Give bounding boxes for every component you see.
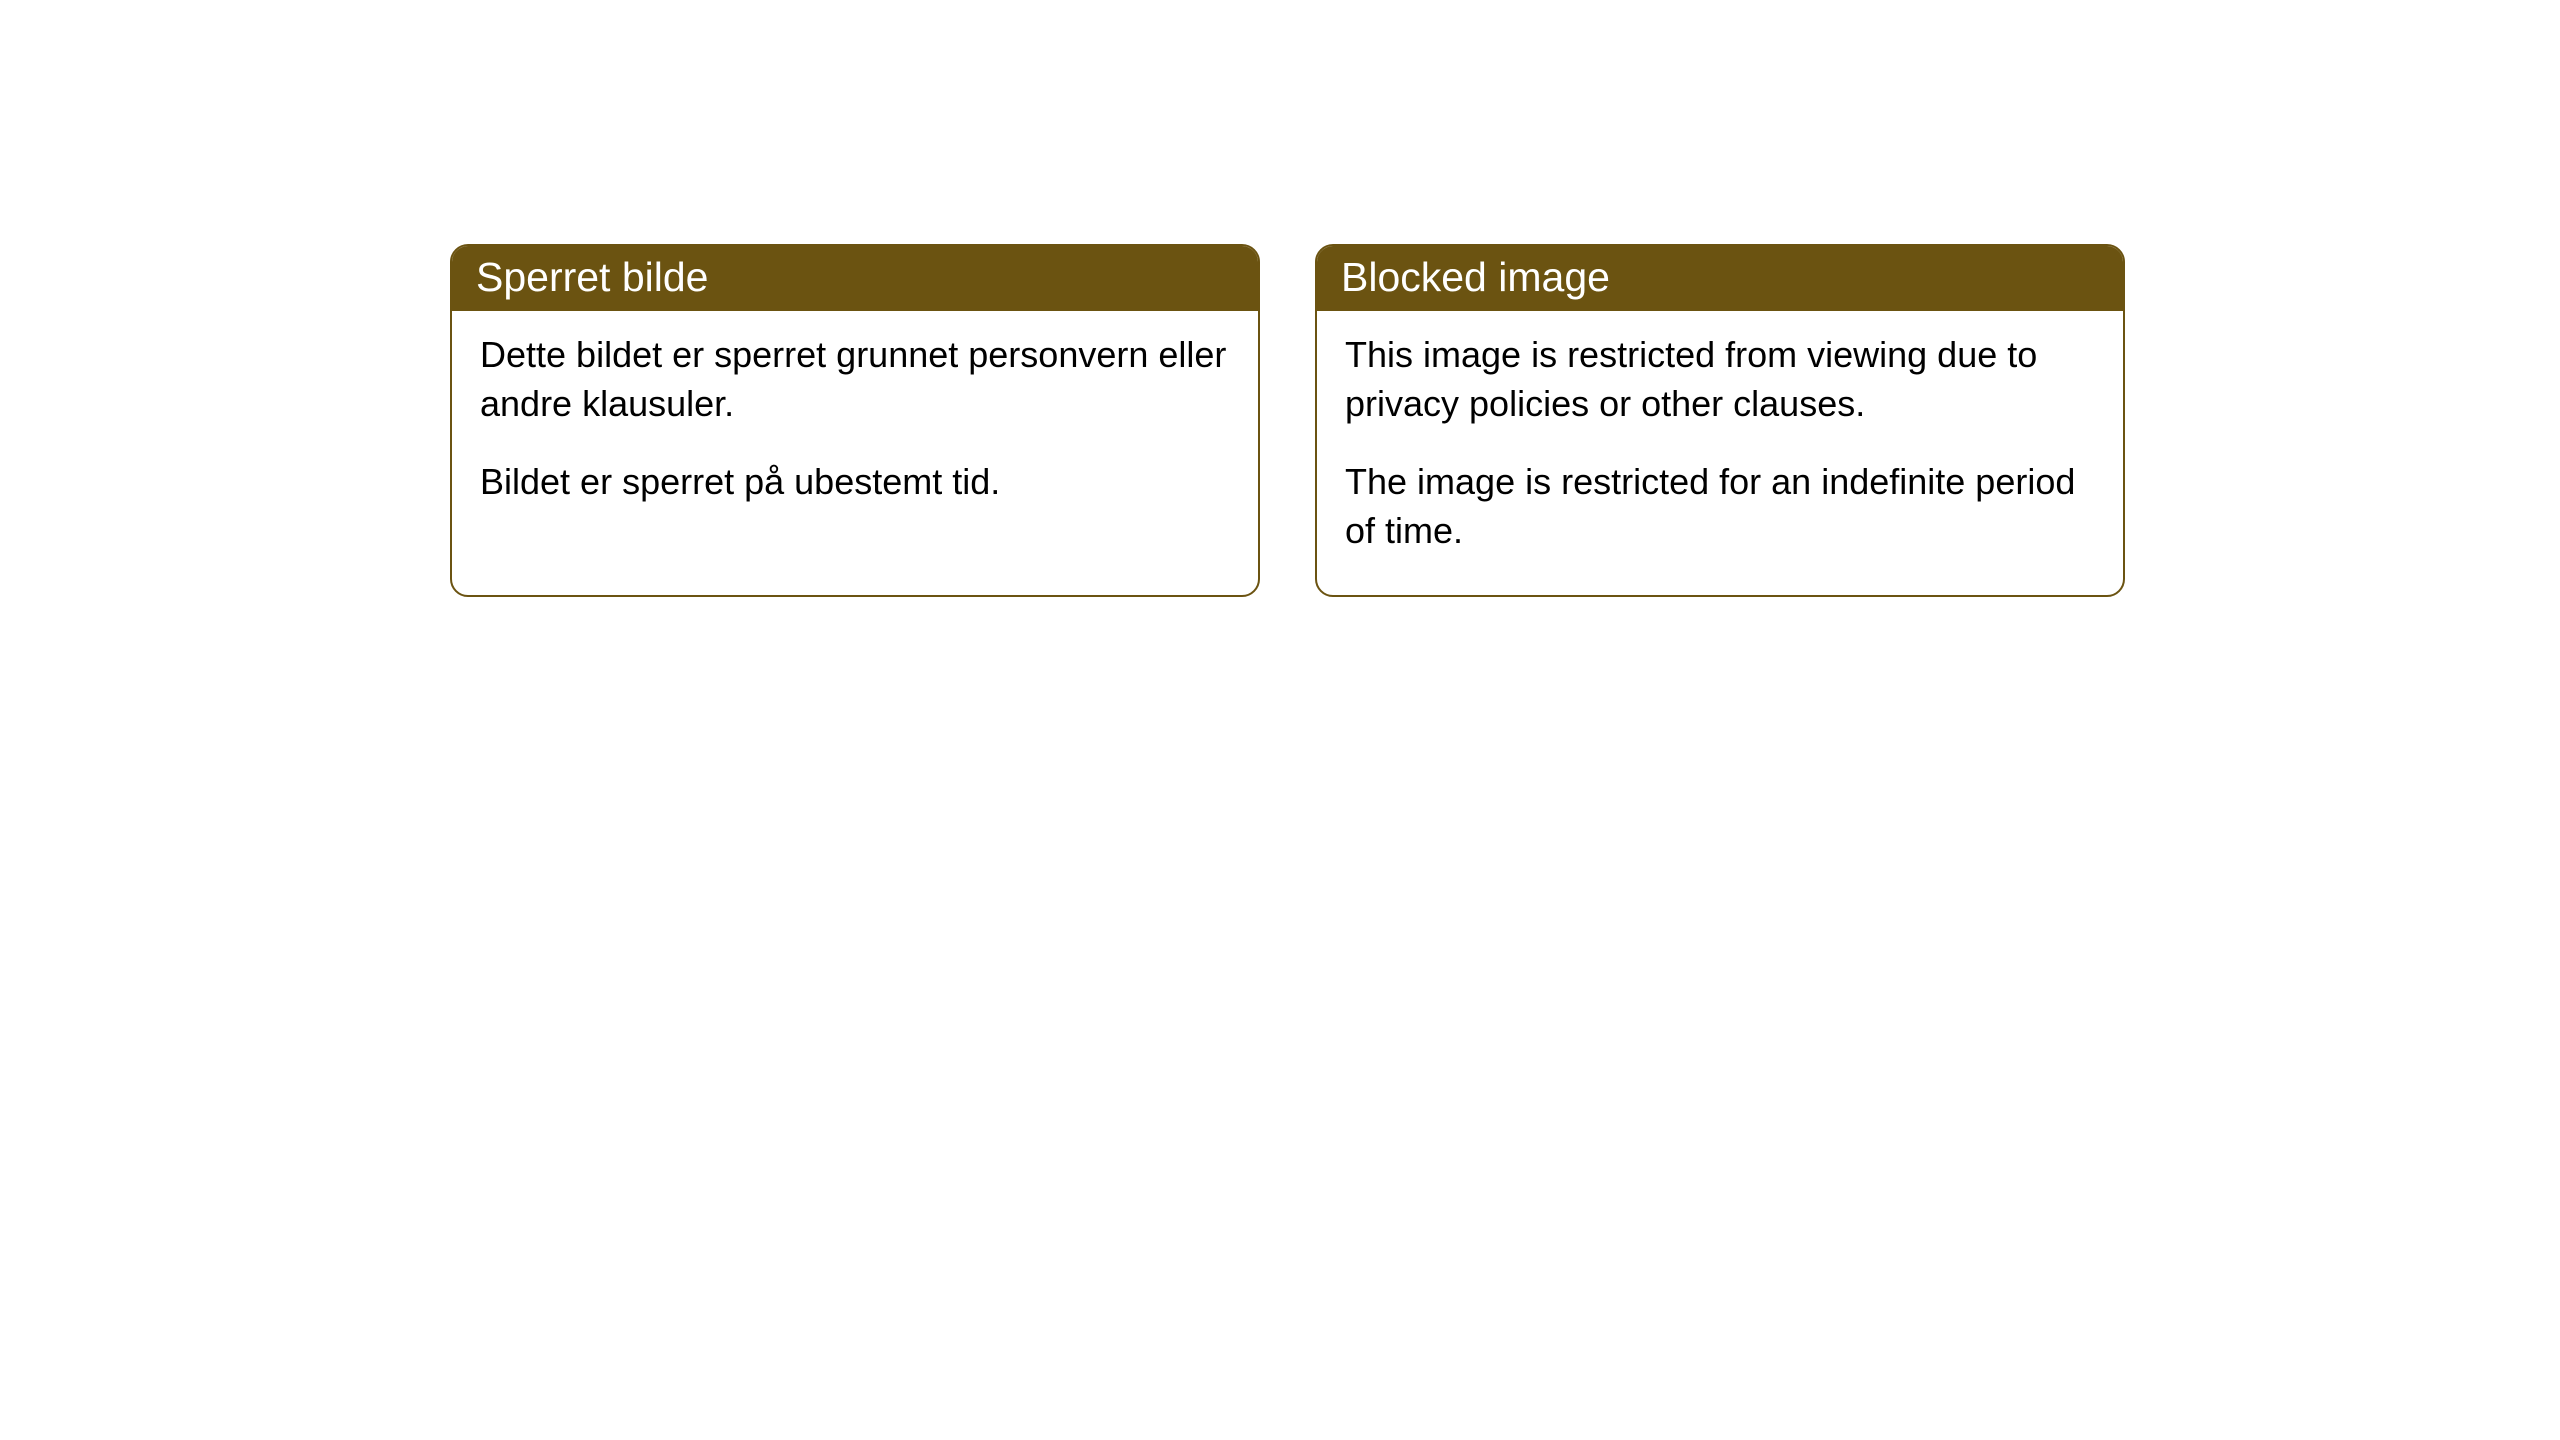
card-body: This image is restricted from viewing du… (1317, 311, 2123, 595)
card-header: Blocked image (1317, 246, 2123, 311)
notice-card-norwegian: Sperret bilde Dette bildet er sperret gr… (450, 244, 1260, 597)
notice-container: Sperret bilde Dette bildet er sperret gr… (0, 0, 2560, 597)
notice-text-2: The image is restricted for an indefinit… (1345, 458, 2095, 555)
notice-text-1: Dette bildet er sperret grunnet personve… (480, 331, 1230, 428)
card-header: Sperret bilde (452, 246, 1258, 311)
notice-text-2: Bildet er sperret på ubestemt tid. (480, 458, 1230, 507)
notice-card-english: Blocked image This image is restricted f… (1315, 244, 2125, 597)
notice-text-1: This image is restricted from viewing du… (1345, 331, 2095, 428)
card-body: Dette bildet er sperret grunnet personve… (452, 311, 1258, 547)
